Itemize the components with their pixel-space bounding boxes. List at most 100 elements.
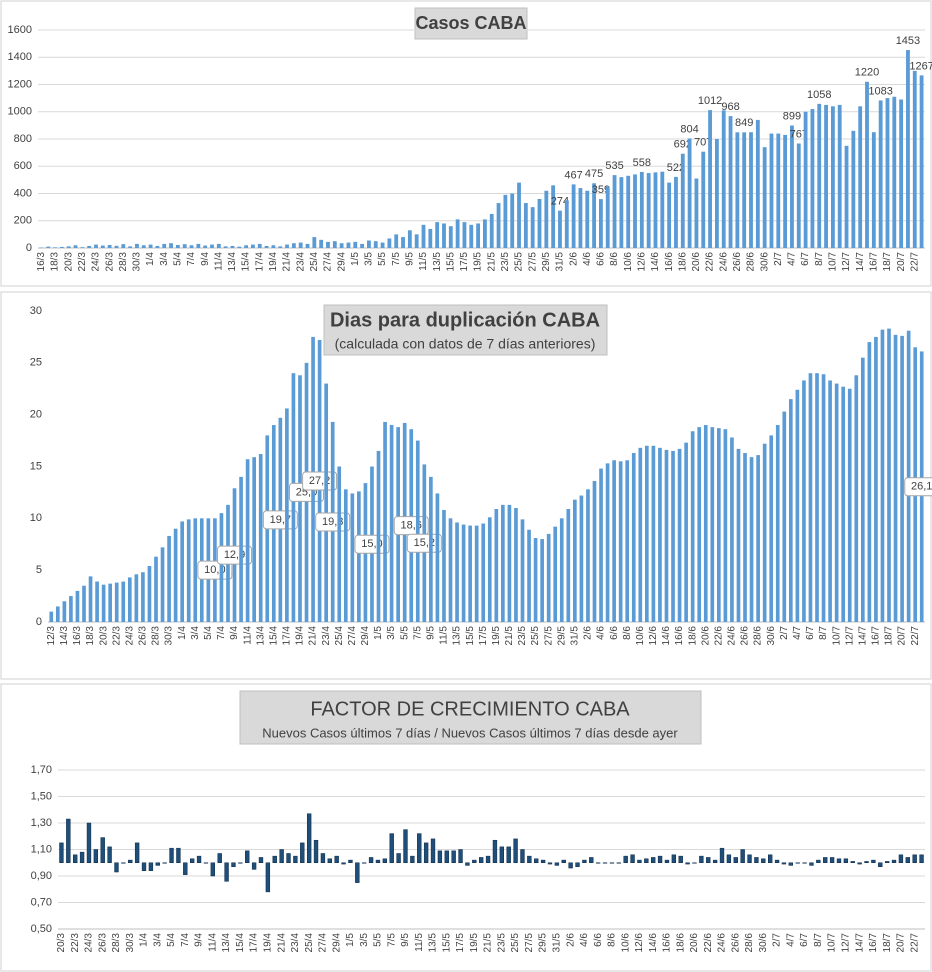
bar: [544, 190, 549, 248]
x-tick-label: 25/5: [510, 933, 521, 953]
y-tick-label: 0: [36, 616, 42, 628]
bar: [492, 839, 498, 863]
x-tick-label: 28/3: [118, 252, 129, 272]
x-tick-label: 27/4: [323, 252, 334, 272]
bar: [796, 143, 801, 248]
bar: [59, 246, 64, 248]
bar: [332, 241, 337, 248]
bar: [62, 601, 67, 622]
x-tick-label: 4/7: [785, 933, 796, 947]
bar: [742, 132, 747, 248]
x-tick-label: 25/4: [309, 252, 320, 272]
bar: [252, 457, 256, 622]
bar: [73, 854, 78, 863]
bar: [389, 833, 394, 863]
y-tick-label: 600: [14, 160, 32, 172]
y-tick-label: 30: [30, 305, 42, 317]
x-tick-label: 6/6: [593, 933, 604, 947]
x-tick-label: 12/6: [648, 626, 659, 646]
bar: [442, 223, 446, 248]
bar: [506, 846, 511, 863]
bar: [476, 223, 480, 248]
bar: [762, 147, 767, 248]
x-tick-label: 13/5: [428, 933, 439, 953]
bar: [815, 373, 819, 622]
bar: [141, 245, 146, 248]
x-tick-label: 7/4: [186, 252, 197, 266]
bar: [417, 833, 422, 863]
x-tick-label: 7/5: [386, 933, 397, 947]
y-tick-label: 1200: [8, 78, 32, 90]
x-tick-label: 6/7: [805, 626, 816, 640]
bar: [571, 184, 576, 248]
bar: [523, 203, 528, 248]
bar: [298, 242, 303, 248]
y-tick-label: 5: [36, 564, 42, 576]
x-tick-label: 26/6: [730, 933, 741, 953]
bar: [660, 171, 665, 248]
x-tick-label: 8/6: [609, 252, 620, 266]
bar: [107, 245, 112, 248]
x-tick-label: 30/6: [758, 933, 769, 953]
bar: [300, 842, 305, 863]
y-tick-label: 400: [14, 187, 32, 199]
x-tick-label: 22/3: [111, 626, 122, 646]
bar: [559, 518, 564, 622]
x-tick-label: 22/7: [909, 252, 920, 272]
x-tick-label: 21/5: [504, 626, 515, 646]
x-tick-label: 9/5: [400, 933, 411, 947]
bar: [919, 75, 924, 248]
bar: [712, 859, 718, 863]
bar: [337, 466, 342, 622]
bar: [442, 510, 446, 622]
bar: [598, 199, 603, 248]
bar: [710, 427, 715, 622]
bar: [671, 450, 675, 622]
bar: [900, 335, 904, 622]
data-label: 968: [721, 101, 739, 113]
x-tick-label: 17/4: [249, 933, 260, 953]
x-tick-label: 24/3: [124, 626, 135, 646]
bar: [320, 853, 326, 863]
bar: [175, 245, 180, 248]
bar: [834, 383, 839, 622]
x-tick-label: 18/6: [675, 933, 686, 953]
bar: [353, 241, 358, 248]
x-tick-label: 23/5: [500, 252, 511, 272]
x-tick-label: 17/5: [478, 626, 489, 646]
x-tick-label: 28/3: [111, 933, 122, 953]
x-tick-label: 23/4: [290, 933, 301, 953]
bar: [533, 538, 538, 622]
x-tick-label: 30/3: [164, 626, 175, 646]
x-tick-label: 30/3: [132, 252, 143, 272]
bar: [592, 183, 596, 248]
bar: [828, 380, 832, 622]
bar: [719, 847, 725, 863]
bar: [327, 858, 332, 864]
bar: [520, 849, 525, 863]
y-tick-label: 1,50: [31, 790, 52, 802]
data-label: 1267: [909, 60, 932, 72]
bar: [485, 855, 491, 863]
bar: [644, 858, 649, 864]
x-tick-label: 27/5: [524, 933, 535, 953]
x-tick-label: 5/5: [377, 252, 388, 266]
bar: [775, 425, 780, 622]
x-tick-label: 13/4: [255, 626, 266, 646]
y-tick-label: 20: [30, 409, 42, 421]
label-box: [354, 534, 390, 554]
data-label: 1220: [855, 67, 879, 79]
bar: [180, 521, 185, 622]
x-tick-label: 26/6: [732, 252, 743, 272]
bar: [850, 861, 855, 863]
x-tick-label: 1/4: [145, 252, 156, 266]
bar: [350, 493, 355, 622]
x-tick-label: 14/3: [59, 626, 70, 646]
bar: [857, 862, 862, 865]
bar: [134, 574, 139, 622]
bar: [455, 522, 459, 622]
x-tick-label: 16/7: [868, 252, 879, 272]
bar: [334, 855, 339, 863]
x-tick-label: 7/4: [216, 626, 227, 640]
bar: [551, 185, 556, 248]
